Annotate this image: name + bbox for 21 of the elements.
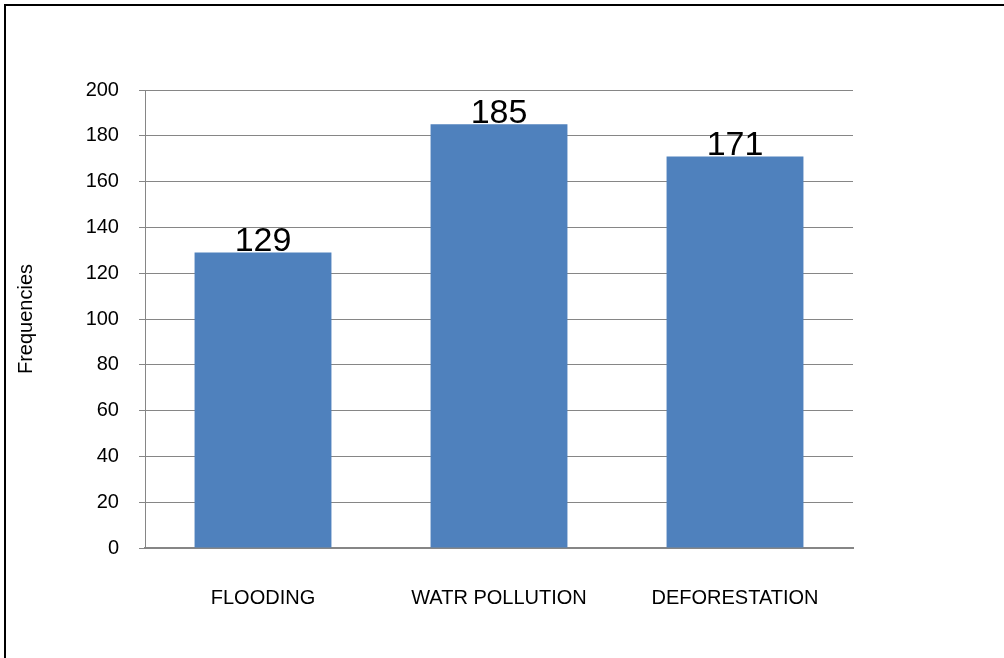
- data-label: 185: [470, 91, 528, 130]
- y-tick-label: 180: [85, 123, 119, 146]
- y-tick-label: 160: [85, 169, 119, 192]
- y-tick-label: 0: [107, 535, 119, 558]
- data-label: 129: [234, 219, 292, 258]
- x-tick-label: DEFORESTATION: [651, 585, 819, 608]
- y-tick-label: 100: [85, 306, 119, 329]
- x-tick-label: FLOODING: [210, 585, 316, 608]
- data-label: 171: [706, 123, 764, 162]
- y-tick-label: 200: [85, 77, 119, 100]
- y-tick-label: 20: [96, 489, 119, 512]
- bar: [666, 156, 804, 548]
- y-tick-label: 80: [96, 352, 119, 375]
- bar: [430, 124, 568, 548]
- y-axis-title: Frequencies: [13, 263, 36, 375]
- y-tick-label: 140: [85, 214, 119, 237]
- y-tick-label: 60: [96, 398, 119, 421]
- x-tick-label: WATR POLLUTION: [411, 585, 587, 608]
- y-tick-label: 40: [96, 443, 119, 466]
- bar: [194, 252, 332, 548]
- y-tick-label: 120: [85, 260, 119, 283]
